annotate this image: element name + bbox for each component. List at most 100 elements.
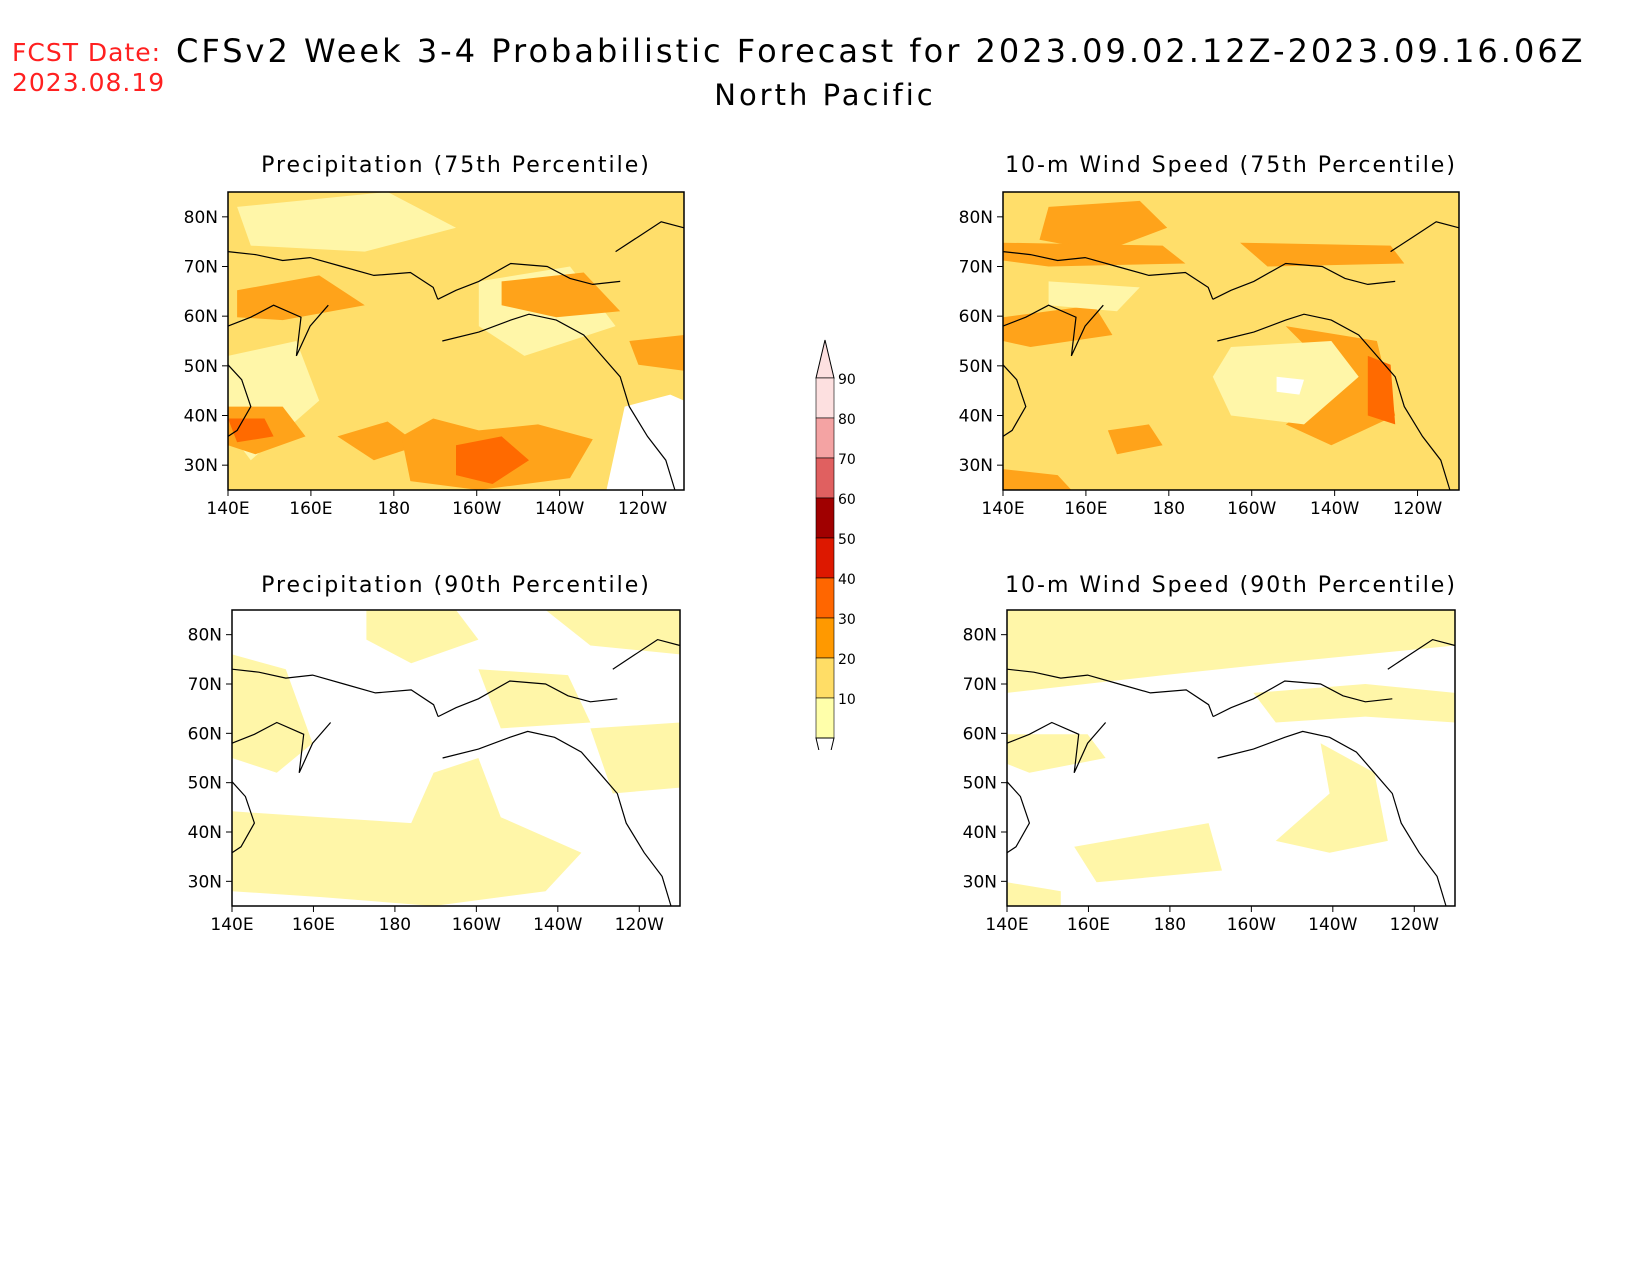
map-frame	[231, 609, 681, 907]
contour-fill-region	[629, 335, 684, 371]
lat-tick-label: 80N	[959, 208, 993, 228]
lat-tick-label: 30N	[184, 456, 218, 476]
map-wind-90: 80N 70N 60N 50N 40N 30N 140E 160E 180 160W 140W 120…	[963, 609, 1456, 935]
lat-tick-label: 40N	[963, 823, 997, 843]
lon-tick-label: 120W	[615, 915, 664, 935]
contour-fill-region	[1276, 376, 1304, 395]
panel-title-wind-75: 10-m Wind Speed (75th Percentile)	[1005, 153, 1457, 178]
lat-tick-label: 30N	[959, 456, 993, 476]
colorbar-label: 10	[838, 692, 856, 708]
contour-fill-region	[1048, 281, 1140, 312]
lat-tick-label: 60N	[184, 307, 218, 327]
lon-tick-label: 140W	[533, 915, 582, 935]
colorbar-swatch	[815, 417, 835, 459]
colorbar-swatch	[815, 537, 835, 579]
contour-fill-region	[590, 722, 680, 794]
lat-tick-label: 50N	[959, 357, 993, 377]
coastline	[227, 364, 252, 437]
lat-tick-label: 70N	[184, 258, 218, 278]
coastline	[1006, 781, 1031, 854]
contour-fill-region	[456, 436, 529, 484]
colorbar-swatch	[815, 457, 835, 499]
coastline	[437, 262, 621, 300]
contour-fill-region	[1003, 242, 1186, 267]
lon-tick-label: 120W	[618, 499, 667, 519]
colorbar-label: 70	[838, 452, 856, 468]
colorbar-label: 50	[838, 532, 856, 548]
lat-tick-label: 70N	[963, 675, 997, 695]
contour-fill-region	[606, 394, 684, 490]
map-frame	[1006, 609, 1456, 907]
panel-title-precip-75: Precipitation (75th Percentile)	[261, 153, 651, 178]
lon-tick-label: 180	[1154, 915, 1186, 935]
lat-tick-label: 80N	[963, 626, 997, 646]
page-title: CFSv2 Week 3-4 Probabilistic Forecast fo…	[176, 32, 1586, 70]
colorbar-label: 90	[838, 372, 856, 388]
lat-tick-label: 60N	[963, 724, 997, 744]
coastline	[615, 221, 685, 253]
contour-fill-region	[337, 421, 420, 461]
contour-fill-region	[232, 654, 313, 773]
lon-tick-label: 160E	[1064, 499, 1107, 519]
coastline	[1212, 680, 1393, 718]
colorbar-label: 60	[838, 492, 856, 508]
lat-tick-label: 60N	[188, 724, 222, 744]
colorbar-swatch	[815, 497, 835, 539]
forecast-date-value: 2023.08.19	[12, 68, 166, 97]
region-subtitle: North Pacific	[714, 78, 936, 112]
lat-tick-label: 70N	[959, 258, 993, 278]
lat-tick-label: 50N	[963, 774, 997, 794]
colorbar-swatch	[815, 697, 835, 739]
lon-tick-label: 120W	[1393, 499, 1442, 519]
colorbar-label: 80	[838, 412, 856, 428]
contour-fill-region	[1240, 242, 1405, 267]
panel-title-wind-90: 10-m Wind Speed (90th Percentile)	[1005, 573, 1457, 598]
lat-tick-label: 60N	[959, 307, 993, 327]
lon-tick-label: 180	[1153, 499, 1185, 519]
contour-fill-region	[1003, 305, 1113, 347]
contour-fill-region	[1007, 734, 1106, 773]
colorbar-label: 40	[838, 572, 856, 588]
lon-tick-label: 120W	[1390, 915, 1439, 935]
lat-tick-label: 70N	[188, 675, 222, 695]
contour-fill-region	[366, 610, 479, 664]
contour-fill-region	[237, 275, 365, 321]
lon-tick-label: 140W	[535, 499, 584, 519]
contour-fill-region	[232, 758, 582, 906]
colorbar-top-arrow	[815, 339, 835, 379]
lat-tick-label: 30N	[188, 872, 222, 892]
lon-tick-label: 140E	[210, 915, 253, 935]
lon-tick-label: 160E	[1067, 915, 1110, 935]
colorbar-swatch	[815, 577, 835, 619]
colorbar-bottom-arrow	[815, 737, 835, 750]
lat-tick-label: 40N	[959, 407, 993, 427]
coastline	[1387, 638, 1456, 670]
lon-tick-label: 140E	[985, 915, 1028, 935]
colorbar-swatch	[815, 617, 835, 659]
lat-tick-label: 80N	[188, 626, 222, 646]
coastline	[231, 781, 256, 854]
panel-title-precip-90: Precipitation (90th Percentile)	[261, 573, 651, 598]
lon-tick-label: 180	[378, 499, 410, 519]
coastline	[612, 638, 681, 670]
forecast-date-label: FCST Date:	[12, 38, 162, 67]
lon-tick-label: 160W	[452, 915, 501, 935]
coastline	[227, 304, 329, 357]
contour-fill-region	[1253, 684, 1455, 723]
lat-tick-label: 30N	[963, 872, 997, 892]
coastline	[1212, 262, 1396, 300]
lon-tick-label: 140W	[1310, 499, 1359, 519]
coastline	[1006, 668, 1214, 717]
coastline	[1217, 730, 1447, 907]
coastline	[1002, 364, 1027, 437]
lon-tick-label: 140W	[1308, 915, 1357, 935]
coastline	[1006, 721, 1107, 774]
colorbar-swatch	[815, 377, 835, 419]
contour-fill-region	[1039, 200, 1168, 252]
coastline	[442, 313, 676, 491]
lon-tick-label: 160W	[452, 499, 501, 519]
contour-fill-region	[237, 192, 456, 252]
contour-fill-region	[1003, 469, 1072, 490]
coastline	[227, 251, 439, 300]
contour-fill-region	[1275, 743, 1388, 853]
